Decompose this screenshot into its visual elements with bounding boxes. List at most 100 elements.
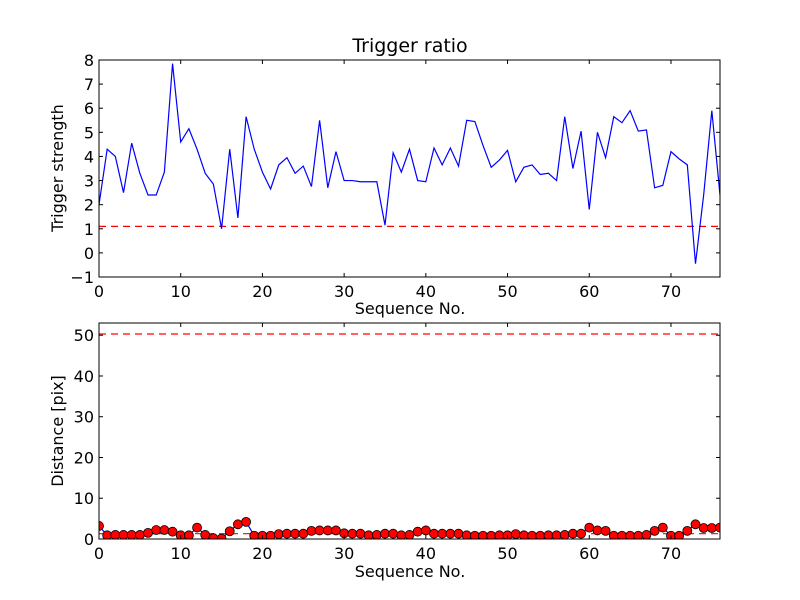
data-point bbox=[453, 528, 464, 539]
data-point bbox=[698, 523, 709, 533]
x-tick-label: 50 bbox=[497, 282, 517, 301]
data-point bbox=[183, 530, 194, 539]
y-tick-label: 50 bbox=[74, 326, 94, 345]
data-point bbox=[420, 525, 431, 536]
axes-frame bbox=[98, 59, 721, 278]
data-point bbox=[331, 525, 341, 536]
x-tick-label: 50 bbox=[497, 544, 517, 563]
data-point bbox=[429, 528, 439, 539]
data-point bbox=[576, 528, 586, 539]
y-tick-label: 0 bbox=[84, 530, 94, 549]
data-point bbox=[690, 519, 701, 530]
y-tick-label: 6 bbox=[84, 99, 94, 118]
y-tick-label: 20 bbox=[74, 448, 94, 467]
data-point bbox=[437, 528, 448, 539]
plot-area bbox=[99, 333, 720, 539]
data-point bbox=[674, 530, 685, 539]
y-tick-label: 1 bbox=[84, 220, 94, 239]
x-tick-label: 60 bbox=[579, 282, 599, 301]
data-point bbox=[167, 526, 178, 537]
data-point bbox=[518, 530, 529, 539]
y-tick-label: 40 bbox=[74, 367, 94, 386]
y-tick-label: −1 bbox=[70, 268, 94, 287]
data-point bbox=[322, 525, 333, 536]
series-line bbox=[99, 63, 720, 264]
x-tick-label: 40 bbox=[416, 282, 436, 301]
data-point bbox=[290, 528, 301, 539]
x-tick-label: 20 bbox=[252, 282, 272, 301]
data-point bbox=[233, 519, 243, 530]
x-tick-label: 60 bbox=[579, 544, 599, 563]
trigger-ratio-chart: Trigger ratio 0 10 20 30 40 50 60 70−1012345678… bbox=[48, 35, 721, 318]
data-point bbox=[657, 522, 668, 533]
data-point bbox=[159, 525, 170, 535]
y-tick-label: 0 bbox=[84, 244, 94, 263]
data-point bbox=[224, 526, 235, 537]
data-point bbox=[543, 530, 554, 539]
data-point bbox=[461, 530, 472, 539]
x-tick-label: 10 bbox=[171, 282, 191, 301]
chart-title: Trigger ratio bbox=[351, 35, 467, 57]
data-point bbox=[388, 528, 399, 539]
data-point bbox=[298, 528, 309, 539]
data-point bbox=[641, 530, 652, 539]
data-point bbox=[126, 530, 137, 539]
data-point bbox=[102, 530, 113, 539]
data-point bbox=[355, 528, 366, 539]
x-tick-label: 10 bbox=[171, 544, 191, 563]
y-axis-label: Distance [pix] bbox=[48, 375, 67, 487]
data-point bbox=[412, 526, 423, 537]
x-tick-label: 20 bbox=[252, 544, 272, 563]
data-point bbox=[282, 528, 292, 539]
data-point bbox=[118, 530, 129, 539]
x-tick-label: 70 bbox=[661, 544, 681, 563]
x-axis-label: Sequence No. bbox=[355, 299, 466, 318]
y-tick-label: 3 bbox=[84, 172, 94, 191]
data-point bbox=[551, 530, 562, 539]
y-tick-label: 8 bbox=[84, 51, 94, 70]
data-point bbox=[600, 525, 611, 536]
data-point bbox=[592, 525, 603, 536]
data-point bbox=[510, 529, 521, 539]
data-point bbox=[192, 522, 202, 533]
data-point bbox=[649, 525, 660, 536]
x-axis-label: Sequence No. bbox=[355, 562, 466, 581]
data-point bbox=[347, 528, 358, 539]
data-point bbox=[404, 530, 415, 539]
data-point bbox=[273, 529, 284, 539]
data-point bbox=[568, 528, 578, 539]
data-point bbox=[682, 525, 693, 536]
y-tick-label: 10 bbox=[74, 489, 94, 508]
data-point bbox=[494, 530, 505, 539]
data-point bbox=[200, 530, 211, 539]
data-point bbox=[380, 528, 390, 539]
data-point bbox=[99, 521, 104, 531]
axes-frame bbox=[98, 322, 721, 540]
data-point bbox=[314, 525, 325, 536]
y-tick-label: 30 bbox=[74, 408, 94, 427]
x-tick-label: 30 bbox=[334, 544, 354, 563]
data-point bbox=[134, 530, 145, 539]
data-point bbox=[306, 525, 317, 536]
y-tick-label: 7 bbox=[84, 75, 94, 94]
y-tick-label: 4 bbox=[84, 147, 94, 166]
data-point bbox=[584, 522, 595, 533]
data-point bbox=[445, 528, 456, 539]
data-point bbox=[110, 530, 121, 539]
data-point bbox=[241, 516, 251, 527]
y-axis-label: Trigger strength bbox=[48, 104, 67, 233]
y-tick-label: 2 bbox=[84, 196, 94, 215]
data-point bbox=[363, 530, 374, 539]
data-point bbox=[706, 523, 717, 533]
data-point bbox=[715, 522, 720, 533]
data-point bbox=[143, 527, 153, 538]
x-tick-label: 40 bbox=[416, 544, 436, 563]
x-tick-label: 0 bbox=[94, 282, 104, 301]
data-point bbox=[151, 525, 162, 535]
data-point bbox=[396, 530, 407, 539]
x-tick-label: 30 bbox=[334, 282, 354, 301]
y-tick-label: 5 bbox=[84, 123, 94, 142]
